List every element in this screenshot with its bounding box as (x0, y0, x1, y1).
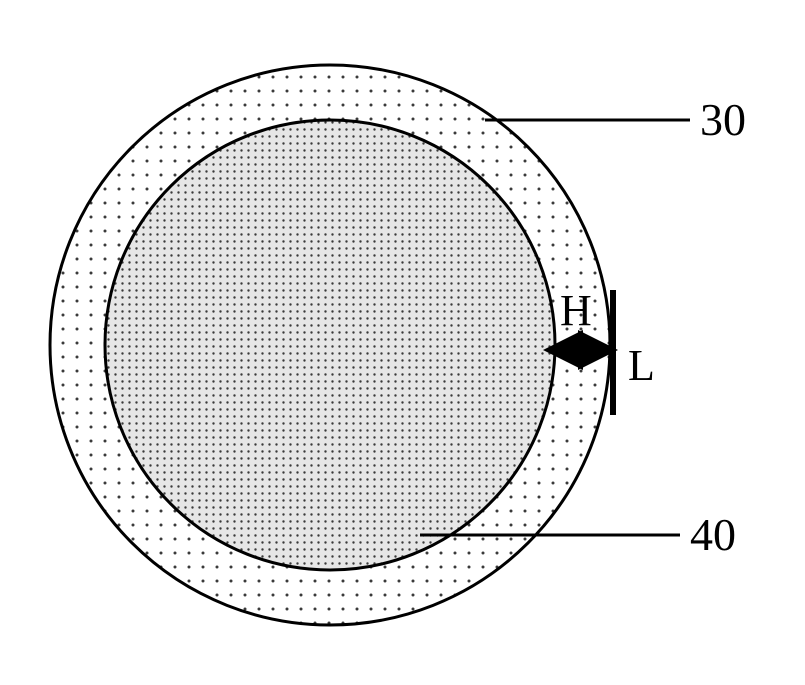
label-40: 40 (690, 509, 736, 560)
label-l: L (628, 341, 655, 390)
label-30: 30 (700, 94, 746, 145)
diagram-svg: 30 40 H L (0, 0, 805, 685)
inner-circle (105, 120, 555, 570)
label-h: H (560, 286, 592, 335)
